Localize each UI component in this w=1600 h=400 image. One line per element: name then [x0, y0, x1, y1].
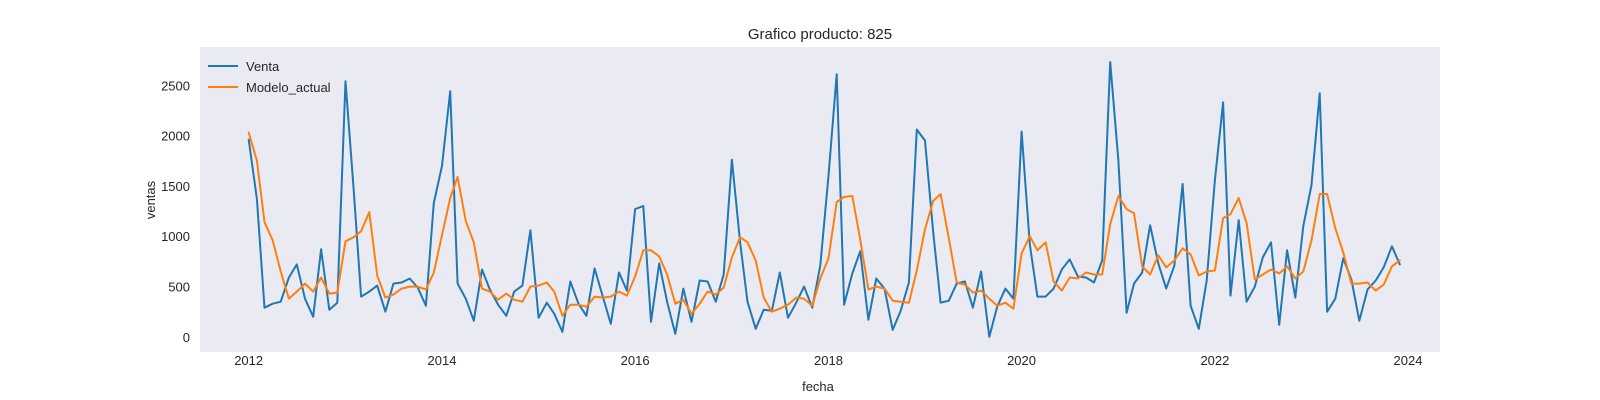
- y-tick-label: 2000: [161, 129, 190, 144]
- x-axis-ticks: 2012 2014 2016 2018 2020 2022 2024: [234, 353, 1422, 368]
- x-tick-label: 2022: [1200, 353, 1229, 368]
- y-tick-label: 500: [168, 280, 190, 295]
- y-tick-label: 0: [183, 330, 190, 345]
- y-tick-label: 2500: [161, 78, 190, 93]
- x-tick-label: 2014: [428, 353, 457, 368]
- legend-label-modelo-actual: Modelo_actual: [246, 80, 331, 95]
- legend: Venta Modelo_actual: [208, 59, 331, 95]
- x-tick-label: 2016: [621, 353, 650, 368]
- legend-label-venta: Venta: [246, 59, 280, 74]
- x-tick-label: 2020: [1007, 353, 1036, 368]
- x-tick-label: 2012: [234, 353, 263, 368]
- plot-area: [200, 47, 1440, 352]
- y-tick-label: 1500: [161, 179, 190, 194]
- series-line-modelo-actual: [247, 131, 1401, 317]
- x-axis-label: fecha: [802, 379, 835, 394]
- y-tick-label: 1000: [161, 229, 190, 244]
- x-tick-label: 2024: [1394, 353, 1423, 368]
- series-line-venta: [247, 61, 1401, 338]
- y-axis-label: ventas: [143, 180, 158, 219]
- x-tick-label: 2018: [814, 353, 843, 368]
- y-axis-ticks: 0 500 1000 1500 2000 2500: [161, 78, 190, 345]
- chart-title: Grafico producto: 825: [748, 26, 892, 43]
- series-layer: [247, 61, 1401, 338]
